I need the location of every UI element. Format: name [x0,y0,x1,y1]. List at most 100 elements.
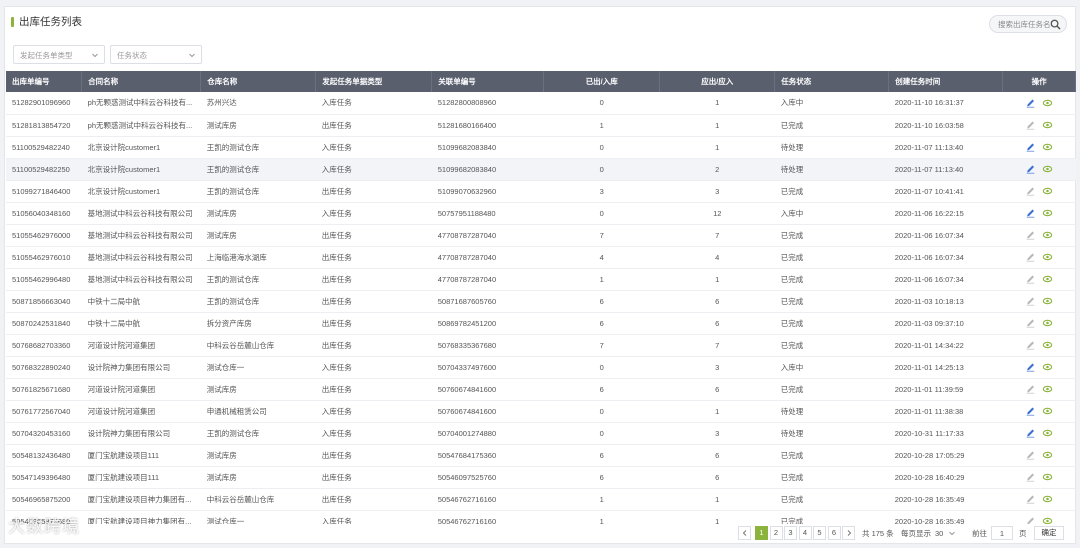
table-row[interactable]: 51281813854720 ph无颗惑测试中科云谷科技有... 测试库房 出库任务 5… [6,114,1076,137]
view-icon[interactable] [1042,98,1053,108]
view-icon[interactable] [1042,120,1053,130]
view-icon[interactable] [1042,494,1053,504]
edit-icon[interactable] [1025,340,1036,350]
table-row[interactable]: 50768682703360 河道设计院河道集团 中科云谷岳麓山仓库 出库任务 5076… [6,334,1076,357]
table-cell: 王凯的测试仓库 [200,158,316,181]
edit-icon[interactable] [1025,494,1036,504]
edit-icon[interactable] [1025,164,1036,174]
task-status-select[interactable]: 任务状态 [110,45,202,64]
view-icon[interactable] [1042,318,1053,328]
view-icon[interactable] [1042,384,1053,394]
column-header[interactable]: 应出/应入 [659,71,776,92]
table-cell: 王凯的测试仓库 [200,290,316,313]
view-icon[interactable] [1042,164,1053,174]
table-row[interactable]: 51055462976010 基地测试中科云谷科技有限公司 上海临港海水湖库 出库任务… [6,246,1076,269]
view-icon[interactable] [1042,406,1053,416]
view-icon[interactable] [1042,362,1053,372]
table-row[interactable]: 50546965875200 厦门宝航建设项目神力集团有... 中科云谷岳麓山仓库出… [6,488,1076,511]
view-icon[interactable] [1042,186,1053,196]
table-cell: 51055462996480 [6,268,82,291]
table-row[interactable]: 51100529482240 北京设计院customer1 王凯的测试仓库 入库任务 5… [6,136,1076,159]
table-row[interactable]: 51056040348160 基地测试中科云谷科技有限公司 测试库房 入库任务 5075… [6,202,1076,225]
page-button-2[interactable]: 2 [769,526,783,540]
edit-icon[interactable] [1025,274,1036,284]
table-row[interactable]: 51100529482250 北京设计院customer1 王凯的测试仓库 入库任务 5… [6,158,1076,181]
table-cell: 已完成 [774,378,889,401]
view-icon[interactable] [1042,516,1053,526]
edit-icon[interactable] [1025,296,1036,306]
table-cell: 51100529482250 [6,158,82,181]
next-page-button[interactable] [842,526,855,540]
edit-icon[interactable] [1025,472,1036,482]
prev-page-button[interactable] [738,526,751,540]
edit-icon[interactable] [1025,186,1036,196]
search-box[interactable] [989,15,1067,33]
table-cell: 2020-11-06 16:07:34 [888,268,1003,291]
edit-icon[interactable] [1025,318,1036,328]
view-icon[interactable] [1042,208,1053,218]
table-row[interactable]: 50547149396480 厦门宝航建设项目111 测试库房 出库任务 5054609… [6,466,1076,489]
table-row[interactable]: 51282901096960 ph无颗惑测试中科云谷科技有... 苏州兴达 入库任务 5… [6,92,1076,115]
table-row[interactable]: 50761772567040 河道设计院河道集团 申通机械租赁公司 入库任务 50760… [6,400,1076,423]
edit-icon[interactable] [1025,450,1036,460]
column-header[interactable]: 关联单编号 [431,71,545,92]
edit-icon[interactable] [1025,120,1036,130]
column-header[interactable]: 任务状态 [774,71,890,92]
view-icon[interactable] [1042,428,1053,438]
table-cell: 2020-10-31 11:17:33 [888,422,1003,445]
edit-icon[interactable] [1025,362,1036,372]
column-header[interactable]: 发起任务单据类型 [315,71,433,92]
table-row[interactable]: 50704320453160 设计院神力集团有限公司 王凯的测试仓库 入库任务 5070… [6,422,1076,445]
edit-icon[interactable] [1025,252,1036,262]
table-row[interactable]: 50761825671680 河道设计院河道集团 测试库房 出库任务 507606748… [6,378,1076,401]
goto-confirm-button[interactable]: 确定 [1034,526,1064,540]
page-button-3[interactable]: 3 [784,526,797,540]
column-header[interactable]: 创建任务时间 [888,71,1004,92]
page-unit-label: 页 [1019,529,1027,538]
table-row[interactable]: 51099271846400 北京设计院customer1 王凯的测试仓库 出库任务 5… [6,180,1076,203]
column-header[interactable]: 合同名称 [81,71,202,92]
view-icon[interactable] [1042,252,1053,262]
edit-icon[interactable] [1025,98,1036,108]
table-cell: 1 [659,136,775,159]
table-cell: 50704337497600 [431,356,544,379]
task-status-select-label: 任务状态 [117,51,147,60]
table-row[interactable]: 50871856663040 中铁十二局中航 王凯的测试仓库 出库任务 50871687… [6,290,1076,313]
view-icon[interactable] [1042,274,1053,284]
view-icon[interactable] [1042,472,1053,482]
search-icon[interactable] [1050,19,1061,30]
page-button-1[interactable]: 1 [755,526,768,540]
view-icon[interactable] [1042,450,1053,460]
view-icon[interactable] [1042,296,1053,306]
page-size-select[interactable]: 30 [935,529,944,538]
edit-icon[interactable] [1025,428,1036,438]
table-row[interactable]: 51055462976000 基地测试中科云谷科技有限公司 测试库房 出库任务 4770… [6,224,1076,247]
goto-page-input[interactable] [991,526,1013,540]
edit-icon[interactable] [1025,208,1036,218]
table-cell: 2020-11-06 16:22:15 [888,202,1003,225]
table-cell: 50757951188480 [431,202,544,225]
view-icon[interactable] [1042,142,1053,152]
table-cell: 51099682083840 [431,136,544,159]
page-button-6[interactable]: 6 [827,526,841,540]
table-row[interactable]: 50870242531840 中铁十二局中航 拆分资产库房 出库任务 508697824… [6,312,1076,335]
table-row[interactable]: 50768322890240 设计院神力集团有限公司 测试仓库一 入库任务 507043… [6,356,1076,379]
task-type-select[interactable]: 发起任务单类型 [13,45,105,64]
search-input[interactable] [998,18,1052,31]
column-header[interactable]: 仓库名称 [200,71,317,92]
column-header[interactable]: 出库单编号 [6,71,83,92]
edit-icon[interactable] [1025,406,1036,416]
view-icon[interactable] [1042,230,1053,240]
edit-icon[interactable] [1025,384,1036,394]
column-header[interactable]: 已出/入库 [543,71,661,92]
table-cell: 4 [659,246,775,269]
edit-icon[interactable] [1025,230,1036,240]
view-icon[interactable] [1042,340,1053,350]
edit-icon[interactable] [1025,142,1036,152]
chevron-down-icon[interactable] [948,529,956,537]
page-button-5[interactable]: 5 [813,526,826,540]
page-button-4[interactable]: 4 [798,526,812,540]
table-cell: 50548132436480 [6,444,82,467]
table-row[interactable]: 51055462996480 基地测试中科云谷科技有限公司 王凯的测试仓库 出库任务 4… [6,268,1076,291]
table-row[interactable]: 50548132436480 厦门宝航建设项目111 测试库房 出库任务 5054768… [6,444,1076,467]
